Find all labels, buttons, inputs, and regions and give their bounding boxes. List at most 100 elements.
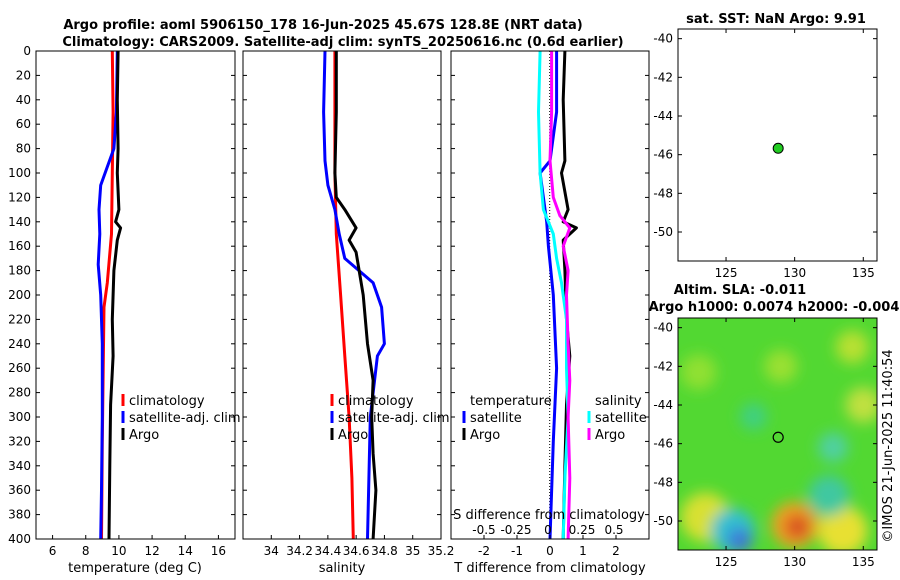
y-tick-label: 380: [8, 508, 31, 522]
legend-label-climatology: climatology: [129, 394, 205, 409]
sla-anomaly-patch: [835, 330, 869, 364]
sla-anomaly-patches: [680, 330, 877, 550]
sla-ticks: 125 130 135 -40 -42 -44 -46 -48 -50: [653, 318, 877, 569]
salinity-panel: 34 34.2 34.4 34.6 34.8 35 35.2 salinity climat…: [242, 50, 454, 576]
x-tick-label: -1: [511, 544, 523, 558]
x-tick-label: 125: [715, 266, 738, 280]
x-tick-label: 34.6: [343, 544, 370, 558]
sst-axes: [677, 28, 878, 262]
salinity-xlabel: salinity: [319, 561, 366, 576]
y-tick-label: 340: [8, 459, 31, 473]
x-tick-label: -2: [478, 544, 490, 558]
sst-ticks: 125 130 135 -40 -42 -44 -46 -48 -50: [653, 29, 877, 280]
timestamp-footer: ©IMOS 21-Jun-2025 11:40:54: [881, 349, 896, 542]
s-tick: -0.25: [500, 523, 531, 537]
y-tick-label: 20: [16, 68, 31, 82]
y-tick-label: 120: [8, 190, 31, 204]
legend-label-argo: Argo: [338, 428, 368, 443]
legend-label-s-satellite: satellite: [595, 411, 647, 426]
difference-ticks: -2 -1 0 1 2: [451, 50, 649, 558]
x-tick-label: 135: [852, 555, 875, 569]
sla-anomaly-patch: [808, 475, 850, 517]
x-tick-label: 2: [612, 544, 620, 558]
x-tick-label: 130: [783, 266, 806, 280]
x-tick-label: 125: [715, 555, 738, 569]
y-tick-label: 40: [16, 93, 31, 107]
temperature-legend: climatology satellite-adj. clim Argo: [121, 394, 241, 443]
temperature-panel: 6 8 10 12 14 16020406080100120140160180200220…: [8, 44, 241, 576]
temperature-series: [96, 50, 123, 540]
s-tick: 0: [544, 523, 552, 537]
temperature-axes: [35, 50, 236, 540]
y-tick-label: 320: [8, 434, 31, 448]
y-tick-label: -46: [653, 437, 673, 451]
legend-label-s-argo: Argo: [595, 428, 625, 443]
y-tick-label: 140: [8, 215, 31, 229]
sla-axes: [677, 317, 878, 551]
s-tick: -0.5: [472, 523, 495, 537]
difference-legend: temperature satellite Argo salinity sate…: [462, 394, 647, 443]
y-tick-label: 300: [8, 410, 31, 424]
legend-label-satellite: satellite-adj. clim: [129, 411, 241, 426]
s-difference-ticks: -0.5 -0.25 0 0.25 0.5: [472, 523, 623, 537]
x-tick-label: 0: [546, 544, 554, 558]
y-tick-label: -48: [653, 186, 673, 200]
legend-label-satellite: satellite-adj. clim: [338, 411, 450, 426]
difference-panel: -2 -1 0 1 2 T difference from climatology S …: [450, 50, 650, 576]
y-tick-label: 240: [8, 337, 31, 351]
x-tick-label: 34.2: [286, 544, 313, 558]
sst-points: [772, 142, 784, 154]
x-tick-label: 135: [852, 266, 875, 280]
legend-label-t-satellite: satellite: [470, 411, 522, 426]
difference-series: [537, 50, 578, 540]
y-tick-label: -48: [653, 475, 673, 489]
difference-xlabel: T difference from climatology: [453, 561, 646, 576]
y-tick-label: -46: [653, 148, 673, 162]
s-tick: 0.5: [604, 523, 623, 537]
y-tick-label: 180: [8, 264, 31, 278]
y-tick-label: -50: [653, 514, 673, 528]
y-tick-label: -40: [653, 32, 673, 46]
legend-label-t-argo: Argo: [470, 428, 500, 443]
x-tick-label: 1: [579, 544, 587, 558]
y-tick-label: 280: [8, 386, 31, 400]
title-line-2: Climatology: CARS2009. Satellite-adj cli…: [62, 35, 623, 50]
x-tick-label: 10: [111, 544, 126, 558]
s-tick: 0.25: [569, 523, 596, 537]
difference-axes: [450, 50, 650, 540]
temperature-xlabel: temperature (deg C): [68, 561, 202, 576]
sla-anomaly-patch: [680, 354, 717, 390]
series-line-climatology: [333, 51, 355, 540]
x-tick-label: 35: [405, 544, 420, 558]
sla-title-2: Argo h1000: 0.0074 h2000: -0.004: [649, 300, 900, 315]
x-tick-label: 12: [144, 544, 159, 558]
x-tick-label: 34.8: [371, 544, 398, 558]
legend-label-climatology: climatology: [338, 394, 414, 409]
y-tick-label: 200: [8, 288, 31, 302]
x-tick-label: 34: [264, 544, 279, 558]
x-tick-label: 130: [783, 555, 806, 569]
y-tick-label: 220: [8, 312, 31, 326]
y-tick-label: -44: [653, 398, 673, 412]
series-line-satellite-adj-clim: [96, 50, 119, 540]
x-tick-label: 6: [49, 544, 57, 558]
legend-title-temperature: temperature: [470, 394, 552, 409]
sla-anomaly-patch: [845, 387, 877, 423]
y-tick-label: 400: [8, 532, 31, 546]
y-tick-label: -50: [653, 225, 673, 239]
sla-anomaly-patch: [817, 432, 849, 463]
legend-title-salinity: salinity: [595, 394, 642, 409]
y-tick-label: 160: [8, 239, 31, 253]
y-tick-label: 100: [8, 166, 31, 180]
temperature-ticks: 6 8 10 12 14 16020406080100120140160180200220…: [8, 44, 235, 558]
s-difference-label: S difference from climatology: [453, 508, 645, 523]
salinity-axes: [242, 50, 442, 540]
salinity-legend: climatology satellite-adj. clim Argo: [330, 394, 450, 443]
y-tick-label: 360: [8, 483, 31, 497]
sla-anomaly-patch: [764, 349, 798, 383]
y-tick-label: 60: [16, 117, 31, 131]
y-tick-label: -42: [653, 359, 673, 373]
sla-anomaly-patch: [727, 527, 753, 550]
y-tick-label: -42: [653, 70, 673, 84]
